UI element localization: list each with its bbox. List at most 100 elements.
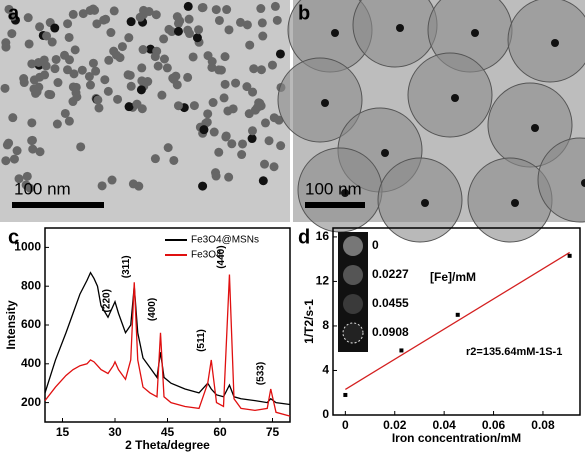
mri-phantom	[343, 294, 363, 314]
nanoparticle	[219, 93, 229, 103]
nanoparticle	[247, 134, 257, 144]
nanoparticle	[150, 154, 160, 164]
nanoparticle	[100, 75, 110, 85]
y-tick-label: 12	[316, 274, 330, 288]
y-axis-label: Intensity	[4, 300, 18, 350]
nanoparticle	[157, 90, 167, 100]
nanoparticle	[235, 17, 245, 27]
nanoparticle	[258, 31, 268, 41]
nanoparticle	[242, 82, 252, 92]
nanoparticle	[245, 40, 255, 50]
nanoparticle	[162, 63, 172, 73]
annotation: r2=135.64mM-1S-1	[466, 346, 562, 358]
scale-label: 100 nm	[14, 179, 71, 198]
nanoparticle	[247, 126, 257, 136]
nanoparticle	[220, 52, 230, 62]
nanoparticle	[135, 12, 145, 22]
x-tick-label: 30	[108, 425, 122, 439]
nanoparticle	[220, 79, 230, 89]
nanoparticle	[60, 50, 70, 60]
nanoparticle	[1, 156, 11, 166]
nanoparticle	[0, 83, 10, 93]
nanoparticle	[50, 23, 60, 33]
mesoporous-sphere	[377, 157, 463, 243]
x-axis-label: Iron concentration/mM	[392, 431, 521, 445]
nanoparticle	[192, 33, 202, 43]
tem-particles	[0, 0, 585, 243]
nanoparticle	[257, 18, 267, 28]
nanoparticle	[71, 82, 81, 92]
nanoparticle	[139, 5, 149, 15]
nanoparticle	[258, 176, 268, 186]
nanoparticle	[183, 72, 193, 82]
nanoparticle	[172, 80, 182, 90]
nanoparticle	[264, 136, 274, 146]
nanoparticle	[137, 76, 147, 86]
y-tick-label: 1000	[14, 240, 41, 254]
nanoparticle	[1, 42, 11, 52]
nanoparticle	[28, 144, 38, 154]
nanoparticle	[68, 9, 78, 19]
mri-phantom	[342, 322, 364, 344]
legend-label: Fe3O4	[191, 250, 222, 261]
inset-label: 0	[372, 238, 379, 252]
nanoparticle	[19, 78, 29, 88]
core	[511, 199, 519, 207]
nanoparticle	[275, 49, 285, 59]
nanoparticle	[47, 37, 57, 47]
nanoparticle	[99, 15, 109, 25]
nanoparticle	[224, 172, 234, 182]
nanoparticle	[203, 109, 213, 119]
nanoparticle	[159, 34, 169, 44]
nanoparticle	[103, 86, 113, 96]
nanoparticle	[184, 29, 194, 39]
core	[331, 29, 339, 37]
nanoparticle	[76, 142, 86, 152]
nanoparticle	[50, 64, 60, 74]
inset-label: 0.0227	[372, 267, 409, 281]
y-tick-label: 16	[316, 229, 330, 243]
nanoparticle	[136, 85, 146, 95]
nanoparticle	[188, 52, 198, 62]
nanoparticle	[242, 20, 252, 30]
nanoparticle	[35, 147, 45, 157]
x-tick-label: 0.06	[482, 418, 506, 432]
inset-label: 0.0908	[372, 325, 409, 339]
nanoparticle	[69, 69, 79, 79]
nanoparticle	[211, 5, 221, 15]
nanoparticle	[90, 5, 100, 15]
xrd-line	[44, 274, 291, 417]
data-point	[343, 392, 348, 397]
x-tick-label: 0.08	[531, 418, 555, 432]
nanoparticle	[107, 175, 117, 185]
mesoporous-sphere	[277, 57, 363, 143]
nanoparticle	[209, 127, 219, 137]
core	[451, 94, 459, 102]
mesoporous-sphere	[407, 52, 493, 138]
nanoparticle	[138, 45, 148, 55]
x-tick-label: 0.02	[383, 418, 407, 432]
nanoparticle	[27, 135, 37, 145]
nanoparticle	[151, 10, 161, 20]
x-tick-label: 0	[342, 418, 349, 432]
mri-phantom	[343, 265, 363, 285]
nanoparticle	[272, 15, 282, 25]
nanoparticle	[224, 25, 234, 35]
nanoparticle	[23, 13, 33, 23]
nanoparticle	[167, 27, 177, 37]
nanoparticle	[113, 94, 123, 104]
inset-label: 0.0455	[372, 296, 409, 310]
nanoparticle	[52, 119, 62, 129]
nanoparticle	[39, 55, 49, 65]
peak-label: (511)	[196, 329, 207, 352]
nanoparticle	[24, 39, 34, 49]
nanoparticle	[152, 46, 162, 56]
nanoparticle	[260, 118, 270, 128]
x-tick-label: 60	[213, 425, 227, 439]
nanoparticle	[267, 60, 277, 70]
nanoparticle	[4, 4, 14, 14]
nanoparticle	[124, 102, 134, 112]
y-tick-label: 400	[21, 356, 41, 370]
nanoparticle	[199, 125, 209, 135]
nanoparticle	[173, 26, 183, 36]
